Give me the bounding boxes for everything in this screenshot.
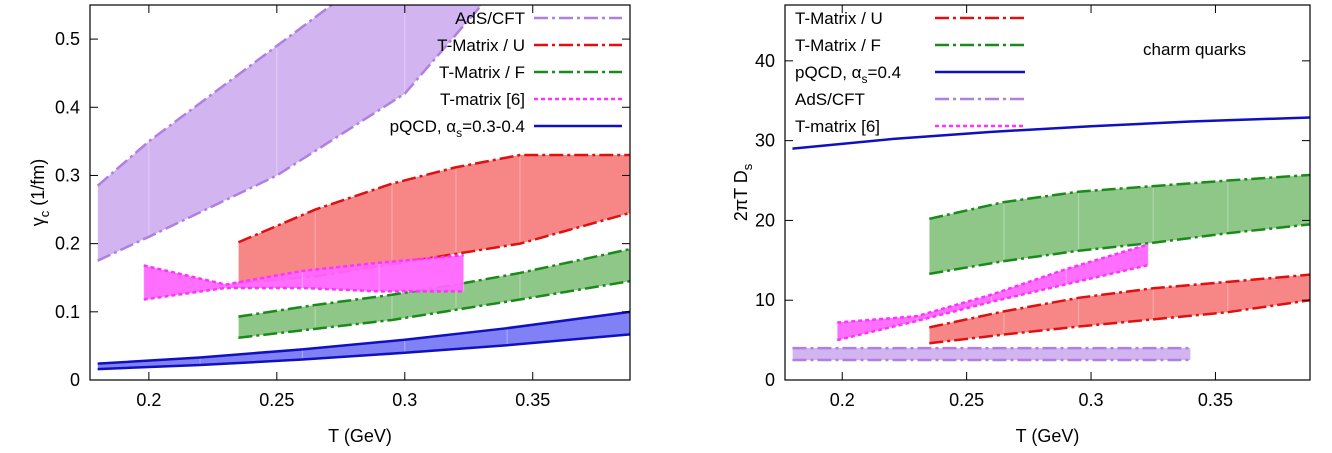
band-lower-edge	[97, 5, 483, 262]
legend-label: pQCD, αs=0.4	[795, 63, 901, 86]
x-tick-label: 0.3	[1079, 390, 1104, 410]
band-lower-edge	[929, 223, 1310, 276]
series-ads-cft	[96, 5, 483, 262]
y-tick-label: 0.1	[55, 302, 80, 322]
y-tick-label: 0	[70, 370, 80, 390]
x-tick-label: 0.2	[830, 390, 855, 410]
band-fill	[97, 5, 482, 261]
y-tick-label: 0.2	[55, 234, 80, 254]
legend-label: T-Matrix / F	[439, 63, 525, 82]
legend-label: T-Matrix / F	[795, 36, 881, 55]
series-line	[792, 116, 1310, 150]
plot-area	[96, 5, 630, 371]
x-tick-label: 0.25	[949, 390, 984, 410]
chart-panel-2: 0.2 0.25 0.3 0.35 0 10 20 30 40 T (GeV) 2πT Ds char…	[731, 4, 1311, 446]
legend-label: AdS/CFT	[455, 9, 525, 28]
band-fill	[929, 174, 1310, 274]
band-fill	[238, 249, 630, 338]
x-axis-label: T (GeV)	[328, 426, 392, 446]
plot-frame	[784, 4, 1311, 381]
x-tick-label: 0.3	[392, 390, 417, 410]
series-ads-cft	[791, 346, 1192, 362]
y-tick-label: 0.4	[55, 97, 80, 117]
y-tick-label: 0.5	[55, 29, 80, 49]
legend-label: T-Matrix / U	[437, 36, 525, 55]
band-upper-edge	[237, 153, 630, 244]
y-tick-label: 40	[755, 51, 775, 71]
y-tick-label: 30	[755, 131, 775, 151]
legend-label: T-matrix [6]	[440, 90, 525, 109]
legend: T-Matrix / U T-Matrix / F pQCD, αs=0.4 AdS/…	[795, 9, 1025, 136]
band-fill	[97, 311, 630, 370]
x-tick-label: 0.35	[515, 390, 550, 410]
y-axis-label: γc (1/fm)	[28, 159, 52, 227]
series-pqcd-s-0-3-0-4	[97, 310, 630, 371]
band-lower-edge	[97, 333, 630, 371]
series-t-matrix-6-	[143, 253, 465, 301]
y-tick-label: 0.3	[55, 165, 80, 185]
band-fill	[929, 274, 1310, 344]
y-tick-label: 10	[755, 290, 775, 310]
band-lower-edge	[238, 279, 630, 339]
chart-panel-1: 0.2 0.25 0.3 0.35 0 0.1 0.2 0.3 0.4 0.5 T (GeV) γc …	[28, 4, 631, 446]
band-fill	[792, 348, 1191, 361]
y-tick-label: 0	[765, 370, 775, 390]
legend-label: pQCD, αs=0.3-0.4	[390, 117, 525, 140]
band-upper-edge	[929, 273, 1310, 329]
plot-frame	[89, 4, 631, 381]
legend-label: T-Matrix / U	[795, 9, 883, 28]
band-fill	[238, 155, 630, 284]
legend-label: AdS/CFT	[795, 90, 865, 109]
x-tick-label: 0.25	[259, 390, 294, 410]
x-tick-label: 0.35	[1198, 390, 1233, 410]
series-t-matrix-u	[928, 273, 1310, 345]
band-upper-edge	[929, 173, 1310, 221]
legend-label: T-matrix [6]	[795, 117, 880, 136]
x-axis-label: T (GeV)	[1016, 426, 1080, 446]
series-t-matrix-6-	[836, 243, 1149, 342]
series-t-matrix-f	[928, 173, 1310, 276]
band-lower-edge	[929, 298, 1310, 345]
y-axis-label: 2πT Ds	[731, 163, 755, 221]
legend: AdS/CFT T-Matrix / U T-Matrix / F T-matrix …	[390, 9, 622, 140]
series-pqcd-s-0-4	[792, 116, 1310, 150]
band-upper-edge	[96, 5, 334, 187]
band-upper-edge	[837, 243, 1149, 324]
y-tick-label: 20	[755, 210, 775, 230]
band-fill	[143, 255, 464, 300]
band-upper-edge	[143, 253, 464, 286]
chart-annotation: charm quarks	[1143, 40, 1246, 59]
x-tick-label: 0.2	[136, 390, 161, 410]
plot-area	[791, 116, 1310, 362]
band-upper-edge	[97, 310, 630, 365]
